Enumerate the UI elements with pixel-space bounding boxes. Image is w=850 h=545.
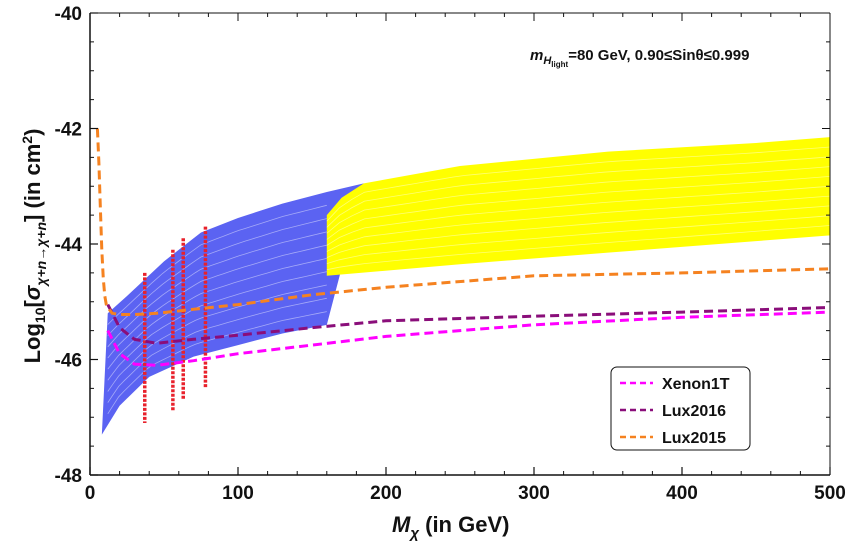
- y-axis-sup: 2: [19, 136, 35, 144]
- legend: Xenon1T Lux2016 Lux2015: [610, 366, 751, 451]
- x-axis-subscript: χ: [408, 525, 420, 542]
- y-axis-sigma-sub: χ+n→χ+n: [33, 222, 49, 288]
- y-tick-label: -46: [55, 351, 82, 372]
- annotation-subscript: H: [543, 55, 552, 67]
- scatter-band-streak: [326, 195, 831, 252]
- x-tick-label: 0: [85, 483, 96, 504]
- scatter-bands: [101, 137, 831, 435]
- scatter-band-streak: [326, 176, 831, 240]
- scatter-band-streak: [107, 258, 327, 370]
- y-tick-label: -42: [55, 120, 82, 141]
- legend-label-xenon1t: Xenon1T: [662, 376, 730, 393]
- scatter-band-streak: [326, 156, 831, 228]
- scatter-band-2: [326, 137, 830, 276]
- y-axis-end: ): [20, 129, 45, 136]
- y-axis-sigma: σ: [20, 284, 45, 300]
- x-tick-label: 300: [518, 483, 550, 504]
- annotation-subsubscript: light: [551, 60, 568, 69]
- scatter-band-streak: [326, 185, 831, 246]
- y-axis-log-sub: 10: [32, 307, 48, 323]
- y-axis-title: Log10[σχ+n→χ+n] (in cm2): [19, 129, 49, 364]
- y-tick-label: -48: [55, 466, 82, 487]
- highlight-points: [143, 226, 208, 424]
- x-tick-label: 200: [370, 483, 402, 504]
- annotation-symbol: m: [530, 47, 543, 64]
- y-tick-label: -40: [55, 4, 82, 25]
- series-lux2015: [95, 128, 831, 316]
- scatter-band-streak: [107, 204, 327, 325]
- scatter-band-streak: [326, 166, 831, 234]
- y-axis-close: ] (in cm: [20, 144, 45, 222]
- x-axis-title: Mχ (in GeV): [392, 512, 509, 542]
- series-lux2016: [106, 303, 831, 345]
- annotation-text: =80 GeV, 0.90≤Sinθ≤0.999: [568, 47, 749, 64]
- series-xenon1t: [106, 310, 831, 367]
- y-axis-log: Log: [20, 323, 45, 363]
- x-axis-text: (in GeV): [419, 512, 509, 537]
- scatter-band-streak: [326, 225, 831, 271]
- scatter-band-streak: [326, 205, 831, 258]
- x-axis-symbol: M: [392, 512, 411, 537]
- scatter-band-streak: [326, 215, 831, 264]
- limit-curves: [95, 128, 831, 367]
- y-axis-open: [: [20, 300, 45, 308]
- x-tick-label: 400: [666, 483, 698, 504]
- y-tick-label: -44: [55, 235, 83, 256]
- parameter-annotation: mHlight=80 GeV, 0.90≤Sinθ≤0.999: [530, 47, 749, 69]
- x-tick-label: 500: [814, 483, 846, 504]
- scatter-band-1: [101, 183, 364, 435]
- x-tick-label: 100: [222, 483, 254, 504]
- legend-label-lux2016: Lux2016: [662, 403, 726, 420]
- axis-ticks: 0 100 200 300 400 500 -48 -46 -44 -42 -40: [55, 4, 846, 504]
- legend-label-lux2015: Lux2015: [662, 430, 726, 447]
- legend-box: [610, 366, 751, 451]
- scatter-band-streak: [326, 146, 831, 222]
